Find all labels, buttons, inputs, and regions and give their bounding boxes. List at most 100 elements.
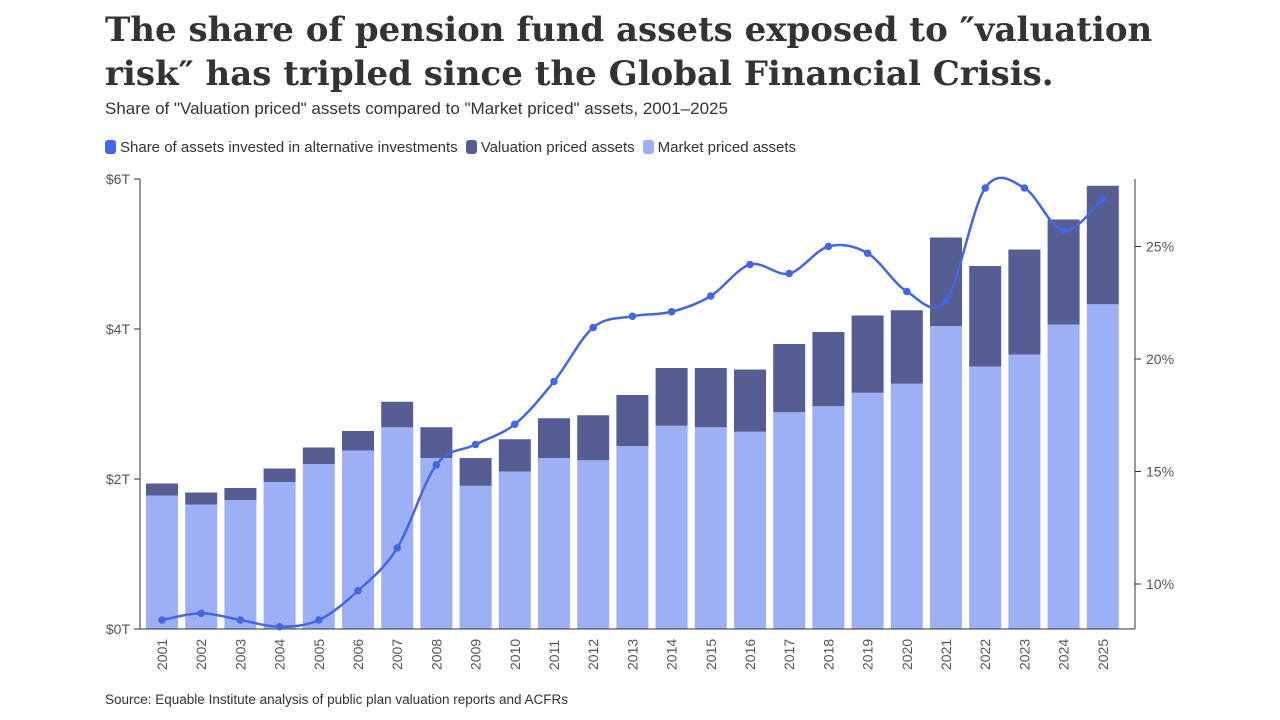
bar-valuation-2021 [930,237,962,326]
x-tick-label-2020: 2020 [899,639,915,670]
point-alternative-share-2019 [863,249,872,258]
legend-swatch-valuation [465,140,477,154]
legend-item-valuation-priced[interactable]: Valuation priced assets [465,138,635,156]
point-alternative-share-2010 [511,420,519,429]
point-alternative-share-2002 [197,609,205,618]
point-alternative-share-2016 [746,260,754,269]
x-tick-label-2005: 2005 [311,639,327,670]
chart-subtitle: Share of "Valuation priced" assets compa… [105,99,728,118]
bar-valuation-2011 [538,418,570,458]
bar-valuation-2019 [851,315,884,393]
point-alternative-share-2022 [981,184,989,192]
bar-valuation-2008 [420,427,453,458]
bar-valuation-2001 [146,483,178,496]
bar-market-2005 [302,464,335,629]
x-tick-label-2021: 2021 [938,639,954,670]
legend-item-market-priced[interactable]: Market priced assets [642,138,797,156]
point-alternative-share-2025 [1099,195,1107,204]
point-alternative-share-2004 [275,622,284,631]
bar-valuation-2010 [498,439,531,472]
legend-swatch-market [642,140,654,154]
point-alternative-share-2006 [354,586,362,595]
point-alternative-share-2012 [589,323,597,332]
point-alternative-share-2009 [471,440,480,449]
point-alternative-share-2015 [707,292,715,300]
bar-market-2011 [538,458,570,629]
bar-market-2014 [655,425,688,629]
x-tick-label-2006: 2006 [350,639,366,670]
x-tick-label-2004: 2004 [272,639,288,670]
y-left-tick-label: $4T [106,321,131,337]
bar-valuation-2015 [694,368,727,428]
x-tick-label-2023: 2023 [1016,639,1032,670]
x-tick-label-2001: 2001 [154,639,170,670]
bar-market-2022 [969,366,1002,629]
bar-market-2021 [930,326,962,629]
point-alternative-share-2018 [824,242,833,251]
y-right-tick-label: 15% [1146,464,1174,480]
x-tick-label-2019: 2019 [860,639,876,670]
x-tick-label-2008: 2008 [428,639,444,670]
bar-market-2015 [694,427,727,629]
y-left-tick-label: $0T [106,621,131,637]
y-left-tick-label: $2T [106,471,131,487]
bar-valuation-2003 [224,488,257,500]
point-alternative-share-2021 [942,296,950,305]
bar-valuation-2020 [890,310,923,384]
point-alternative-share-2017 [785,269,793,278]
legend-label: Valuation priced assets [480,138,635,156]
point-alternative-share-2001 [158,616,166,624]
bar-valuation-2012 [577,415,610,461]
x-tick-label-2022: 2022 [977,639,993,670]
bar-market-2023 [1008,354,1041,629]
bar-market-2017 [773,412,806,629]
bar-valuation-2004 [263,468,296,482]
bar-valuation-2017 [773,344,806,413]
bar-market-2003 [224,500,257,629]
point-alternative-share-2007 [393,544,402,552]
point-alternative-share-2023 [1020,184,1029,192]
x-tick-label-2011: 2011 [546,640,562,670]
x-tick-label-2025: 2025 [1095,639,1111,670]
x-tick-label-2003: 2003 [232,639,248,670]
bar-valuation-2025 [1086,185,1119,305]
legend-item-alternative-share[interactable]: Share of assets invested in alternative … [105,139,458,156]
x-tick-label-2007: 2007 [389,639,405,670]
bar-valuation-2014 [655,368,688,426]
bar-market-2004 [263,482,296,629]
bar-market-2001 [146,495,178,629]
y-left-tick-label: $6T [106,171,131,187]
legend-label: Share of assets invested in alternative … [120,138,458,156]
bar-market-2010 [498,471,531,629]
bar-valuation-2013 [616,395,649,446]
bar-valuation-2009 [459,458,492,486]
chart-title: The share of pension fund assets exposed… [105,10,1153,94]
source-note: Source: Equable Institute analysis of pu… [105,692,569,707]
bar-valuation-2018 [812,332,845,407]
legend-label: Market priced assets [657,138,797,156]
point-alternative-share-2024 [1059,226,1068,235]
bar-market-2019 [851,392,884,629]
y-right-tick-label: 10% [1146,576,1174,592]
bar-market-2002 [185,504,218,629]
point-alternative-share-2013 [628,312,637,321]
bar-valuation-2006 [342,431,374,451]
point-alternative-share-2011 [550,377,558,386]
bar-market-2025 [1086,304,1119,629]
bar-valuation-2024 [1047,219,1080,325]
bar-market-2009 [459,485,492,629]
bar-market-2016 [734,431,766,629]
bar-valuation-2007 [381,401,414,428]
x-tick-label-2015: 2015 [703,639,719,670]
x-tick-label-2012: 2012 [585,639,601,670]
x-tick-label-2014: 2014 [664,639,680,670]
point-alternative-share-2014 [667,307,676,316]
x-tick-label-2018: 2018 [820,639,836,670]
bar-valuation-2022 [969,266,1002,367]
bar-valuation-2016 [734,369,766,432]
bar-market-2024 [1047,324,1080,629]
point-alternative-share-2008 [432,460,441,469]
x-tick-label-2013: 2013 [624,639,640,670]
legend: Share of assets invested in alternative … [105,137,804,157]
